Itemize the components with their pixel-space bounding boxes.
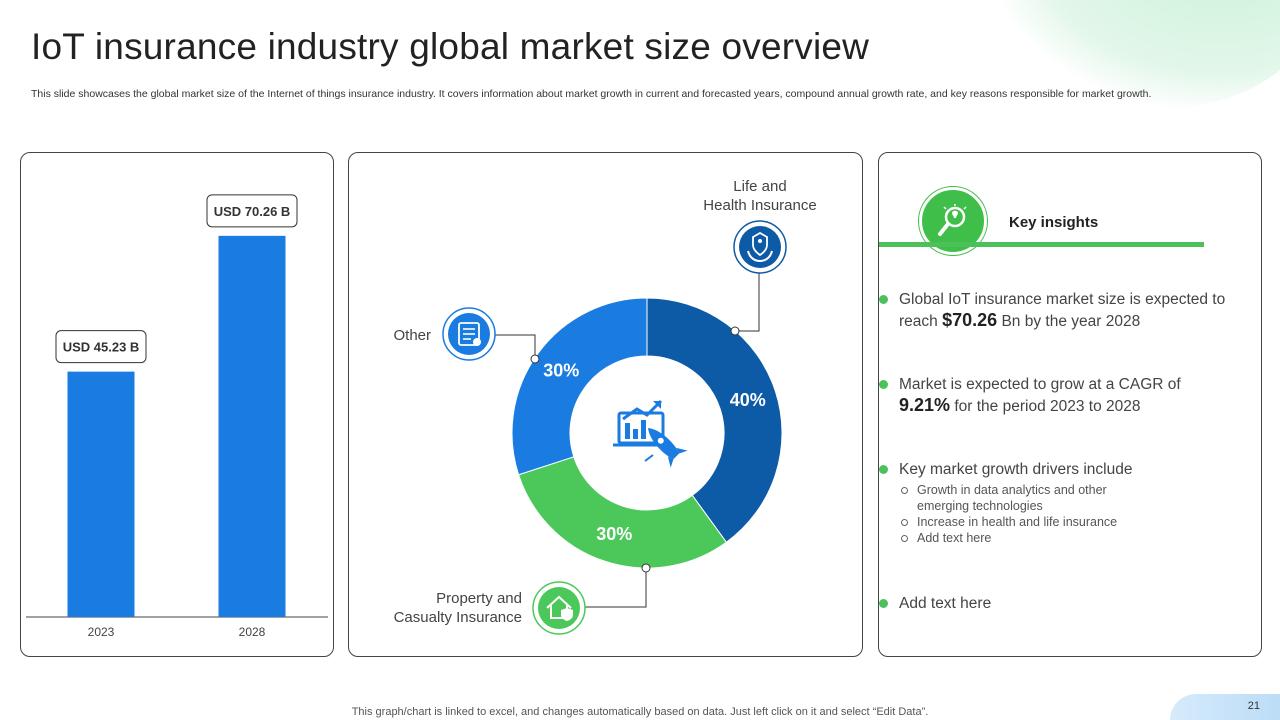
bullet-dot (879, 380, 888, 389)
decorative-blob-bottom (1170, 694, 1280, 720)
bullet-dot (879, 295, 888, 304)
key-insights-divider (879, 242, 1204, 247)
data-label-box (206, 194, 298, 228)
other-label: Other (393, 327, 431, 344)
growth-driver-item: Add text here (901, 530, 1239, 546)
donut-hole (571, 357, 723, 509)
page-number: 21 (1247, 700, 1260, 712)
growth-driver-item: Growth in data analytics and other emerg… (901, 482, 1137, 514)
bar-chart[interactable]: USD 45.23 B 2023 USD 70.26 B 2028 (21, 153, 333, 656)
x-tick-label: 2023 (88, 625, 115, 639)
bullet-dot (879, 465, 888, 474)
slice-value-label: 40% (730, 390, 766, 410)
data-label: USD 70.26 B (214, 204, 291, 219)
donut-chart[interactable]: 40% 30% 30% (349, 153, 862, 656)
insight-item-1: Global IoT insurance market size is expe… (879, 289, 1239, 332)
donut-slice[interactable] (517, 456, 728, 569)
property-label-line1: Property and (436, 590, 522, 607)
slice-value-label: 30% (596, 524, 632, 544)
data-label: USD 45.23 B (63, 340, 140, 355)
footer-note: This graph/chart is linked to excel, and… (351, 706, 929, 718)
growth-driver-item: Increase in health and life insurance (901, 514, 1239, 530)
donut-slice[interactable] (511, 297, 648, 476)
data-label-box (55, 330, 147, 364)
life-label-line1: Life and (733, 178, 786, 195)
insight-item-4: Add text here (879, 593, 1239, 614)
page-title: IoT insurance industry global market siz… (31, 26, 870, 67)
bar-2028[interactable] (218, 235, 286, 617)
slice-value-label: 30% (543, 361, 579, 381)
x-tick-label: 2028 (239, 625, 266, 639)
bar-chart-panel[interactable]: USD 45.23 B 2023 USD 70.26 B 2028 (20, 152, 334, 657)
life-connector (730, 271, 760, 336)
insight-item-3: Key market growth drivers include Growth… (879, 459, 1239, 546)
growth-drivers-list: Growth in data analytics and other emerg… (899, 482, 1239, 546)
house-shield-icon (532, 581, 586, 635)
property-connector (585, 563, 651, 608)
document-list-icon (442, 307, 496, 361)
life-label-line2: Health Insurance (703, 197, 816, 214)
bar-2023[interactable] (67, 371, 135, 617)
family-protection-icon (733, 220, 787, 274)
bullet-dot (879, 599, 888, 608)
donut-chart-panel[interactable]: 40% 30% 30% (348, 152, 863, 657)
property-label-line2: Casualty Insurance (394, 609, 522, 626)
analytics-rocket-icon (613, 399, 688, 468)
page-subtitle: This slide showcases the global market s… (31, 88, 1152, 100)
other-connector (495, 334, 540, 364)
insight-item-2: Market is expected to grow at a CAGR of … (879, 374, 1239, 417)
key-insights-title: Key insights (1009, 214, 1099, 231)
key-insights-panel: Key insights Global IoT insurance market… (878, 152, 1262, 657)
